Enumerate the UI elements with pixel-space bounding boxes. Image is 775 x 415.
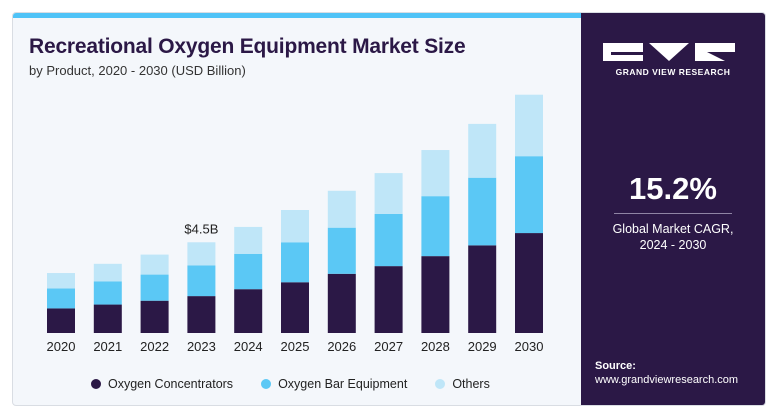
bar-oxygen-concentrators-2029 (468, 245, 497, 333)
bar-others-2020 (47, 273, 75, 289)
cagr-value: 15.2% (629, 171, 717, 206)
x-tick-label: 2024 (234, 339, 263, 354)
x-tick-label: 2026 (327, 339, 356, 354)
bar-oxygen-concentrators-2026 (327, 273, 356, 333)
cagr-label-line2: 2024 - 2030 (639, 238, 707, 252)
bar-others-2029 (468, 123, 497, 178)
legend-swatch (91, 379, 101, 389)
legend-label: Oxygen Concentrators (108, 377, 234, 391)
source-title: Source: (595, 360, 636, 372)
x-tick-label: 2020 (47, 339, 76, 354)
cagr-divider (614, 213, 732, 214)
legend-item-oxygen-bar-equipment: Oxygen Bar Equipment (261, 377, 407, 391)
cagr-block: 15.2% Global Market CAGR, 2024 - 2030 (581, 171, 765, 253)
bar-oxygen-concentrators-2028 (421, 256, 450, 333)
x-tick-label: 2022 (140, 339, 169, 354)
chart-subtitle: by Product, 2020 - 2030 (USD Billion) (29, 63, 246, 78)
bar-others-2023 (187, 242, 216, 266)
bar-oxygen-concentrators-2021 (93, 304, 122, 333)
data-label-2023: $4.5B (184, 221, 218, 236)
bar-oxygen-bar-equipment-2021 (93, 281, 122, 305)
legend-label: Others (452, 377, 490, 391)
legend-label: Oxygen Bar Equipment (278, 377, 408, 391)
bar-others-2027 (374, 173, 403, 214)
legend-swatch (261, 379, 272, 389)
x-tick-label: 2028 (421, 339, 450, 354)
x-tick-label: 2025 (281, 339, 310, 354)
chart-title: Recreational Oxygen Equipment Market Siz… (29, 35, 466, 58)
bar-oxygen-bar-equipment-2022 (140, 274, 169, 301)
stacked-bar-chart: 2020 2021 2022 2023 $4.5B 2024 2025 2026 2027 202… (47, 94, 544, 354)
bar-others-2021 (93, 263, 122, 282)
bar-others-2030 (515, 94, 543, 157)
x-tick-label: 2021 (93, 339, 122, 354)
bar-oxygen-bar-equipment-2027 (374, 213, 403, 267)
bar-oxygen-bar-equipment-2028 (421, 196, 450, 257)
legend-item-oxygen-concentrators: Oxygen Concentrators (91, 377, 233, 391)
bar-others-2024 (234, 226, 263, 254)
side-panel: GRAND VIEW RESEARCH 15.2% Global Market … (581, 13, 765, 405)
bar-oxygen-bar-equipment-2025 (281, 242, 309, 283)
bar-oxygen-bar-equipment-2024 (234, 253, 263, 290)
chart-panel: Recreational Oxygen Equipment Market Siz… (13, 13, 581, 405)
legend-item-others: Others (435, 377, 490, 391)
x-tick-label: 2023 (187, 339, 216, 354)
infographic-card: Recreational Oxygen Equipment Market Siz… (12, 12, 766, 406)
bar-oxygen-concentrators-2027 (374, 266, 403, 333)
bar-oxygen-concentrators-2025 (281, 282, 309, 333)
source-url: www.grandviewresearch.com (595, 374, 739, 386)
x-tick-label: 2030 (515, 339, 544, 354)
bar-others-2028 (421, 150, 450, 197)
bar-others-2022 (140, 254, 169, 275)
accent-bar (13, 13, 581, 18)
bar-oxygen-concentrators-2023 (187, 296, 216, 333)
cagr-label-line1: Global Market CAGR, (612, 222, 734, 236)
bar-oxygen-concentrators-2024 (234, 289, 263, 333)
logo-marks (603, 43, 743, 61)
bar-others-2025 (281, 210, 309, 243)
bar-oxygen-concentrators-2022 (140, 300, 169, 333)
bar-oxygen-concentrators-2030 (515, 233, 543, 333)
x-tick-label: 2027 (374, 339, 403, 354)
bar-oxygen-bar-equipment-2029 (468, 177, 497, 246)
source-block: Source: www.grandviewresearch.com (595, 359, 738, 387)
grand-view-research-logo: GRAND VIEW RESEARCH (603, 43, 743, 77)
bar-oxygen-bar-equipment-2020 (47, 288, 75, 309)
logo-mark-g-icon (603, 43, 643, 61)
x-tick-label: 2029 (468, 339, 497, 354)
legend-swatch (435, 379, 446, 389)
logo-mark-v-icon (649, 43, 689, 61)
logo-mark-r-icon (695, 43, 735, 61)
bar-oxygen-concentrators-2020 (47, 308, 75, 333)
chart-legend: Oxygen Concentrators Oxygen Bar Equipment… (91, 377, 490, 391)
bar-others-2026 (327, 190, 356, 228)
bar-oxygen-bar-equipment-2030 (515, 156, 543, 234)
bar-oxygen-bar-equipment-2023 (187, 265, 216, 297)
bar-oxygen-bar-equipment-2026 (327, 227, 356, 274)
brand-name: GRAND VIEW RESEARCH (615, 67, 731, 77)
